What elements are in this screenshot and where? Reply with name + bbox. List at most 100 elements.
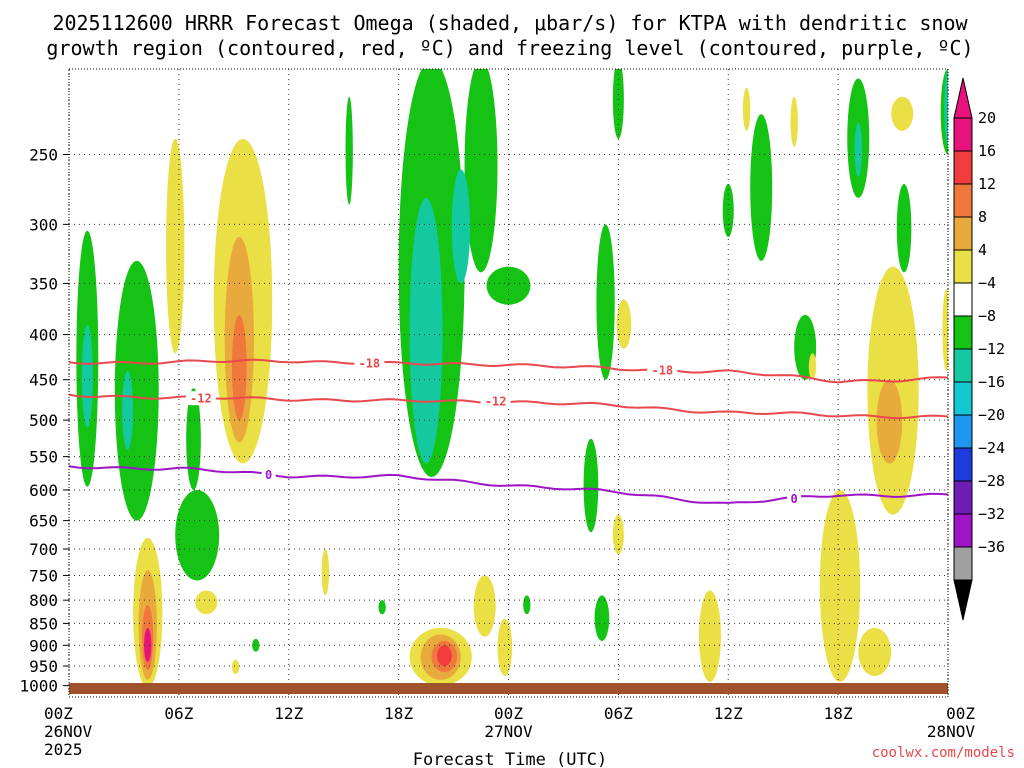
colorbar-label-9: −20: [978, 406, 1005, 424]
omega-region-30: [616, 299, 632, 349]
y-tick-850: 850: [29, 614, 58, 633]
omega-region-21: [166, 138, 185, 354]
y-tick-900: 900: [29, 636, 58, 655]
y-tick-300: 300: [29, 215, 58, 234]
colorbar-bin-3: [953, 216, 973, 251]
colorbar-label-3: 8: [978, 208, 987, 226]
y-axis-pressure: 250 300 350 400 450 500 550 600 650 700 750 800 850 9…: [19, 145, 69, 696]
colorbar-top-arrow: [953, 77, 973, 119]
y-tick-500: 500: [29, 411, 58, 430]
contour-label-zero-1: 0: [791, 492, 798, 506]
omega-region-54: [437, 645, 452, 667]
contour-minus18: [69, 358, 948, 384]
x-tick-6: 06Z: [164, 704, 193, 723]
omega-region-35: [808, 353, 817, 380]
colorbar-bin-8: [953, 381, 973, 416]
omega-region-2: [175, 489, 220, 581]
colorbar-bin-12: [953, 513, 973, 548]
x-tick-date-48: 28NOV: [927, 722, 976, 741]
colorbar-label-0: 20: [978, 109, 996, 127]
colorbar-label-6: −8: [978, 307, 996, 325]
y-tick-600: 600: [29, 481, 58, 500]
colorbar-label-1: 16: [978, 142, 996, 160]
x-tick-48: 00Z: [946, 704, 975, 723]
y-tick-550: 550: [29, 448, 58, 467]
colorbar-bin-5: [953, 282, 973, 317]
colorbar-legend: 20 16 12 8 4 −4 −8 −12 −16 −20 −24 −28 −32 −36: [953, 77, 1005, 621]
contour-label-minus12-0: -12: [190, 392, 212, 406]
x-tick-year-0: 2025: [44, 740, 83, 759]
omega-region-15: [896, 183, 912, 273]
colorbar-label-12: −32: [978, 505, 1005, 523]
colorbar-label-7: −12: [978, 340, 1005, 358]
omega-region-34: [790, 96, 798, 147]
colorbar-label-13: −36: [978, 538, 1005, 556]
omega-region-33: [742, 87, 751, 131]
colorbar-bin-1: [953, 150, 973, 185]
plot-background: [69, 69, 948, 697]
x-tick-36: 12Z: [714, 704, 743, 723]
omega-region-10: [612, 69, 624, 139]
x-tick-12: 12Z: [274, 704, 303, 723]
contour-label-bg-minus12-1: [480, 394, 511, 409]
omega-shading: [76, 69, 948, 688]
omega-region-45: [854, 122, 862, 177]
colorbar-label-4: 4: [978, 241, 987, 259]
omega-region-29: [497, 618, 513, 676]
contour-label-bg-zero-1: [787, 491, 802, 506]
colorbar-bin-9: [953, 414, 973, 449]
colorbar-label-8: −16: [978, 373, 1005, 391]
omega-region-50: [876, 379, 903, 464]
omega-region-39: [858, 627, 892, 676]
omega-region-12: [750, 114, 773, 261]
contour-label-bg-minus18-1: [647, 363, 678, 378]
ground-terrain: [69, 683, 948, 694]
colorbar-label-11: −28: [978, 472, 1005, 490]
omega-region-7: [486, 266, 531, 305]
omega-region-18: [523, 595, 531, 615]
colorbar-bin-0: [953, 117, 973, 152]
omega-region-42: [122, 371, 134, 450]
contour-label-bg-zero-0: [261, 467, 276, 482]
omega-region-4: [345, 96, 353, 205]
x-tick-42: 18Z: [824, 704, 853, 723]
omega-region-20: [252, 638, 260, 652]
y-tick-250: 250: [29, 145, 58, 164]
colorbar-bin-6: [953, 315, 973, 350]
colorbar-bin-13: [953, 546, 973, 581]
y-tick-700: 700: [29, 540, 58, 559]
plot-area: -18 -18 -12 -12 0 0: [68, 68, 949, 698]
y-tick-350: 350: [29, 274, 58, 293]
omega-region-36: [819, 489, 861, 682]
y-tick-1000: 1000: [19, 677, 58, 696]
x-axis-label: Forecast Time (UTC): [413, 750, 607, 768]
x-tick-0: 00Z: [44, 704, 73, 723]
y-tick-650: 650: [29, 512, 58, 531]
omega-region-8: [583, 438, 599, 533]
omega-region-40: [942, 288, 948, 372]
y-tick-950: 950: [29, 657, 58, 676]
colorbar-label-2: 12: [978, 175, 996, 193]
chart-title-line1: 2025112600 HRRR Forecast Omega (shaded, …: [52, 11, 968, 35]
omega-region-46: [944, 69, 948, 147]
omega-region-44: [451, 169, 471, 284]
chart-title-line2: growth region (contoured, red, ºC) and f…: [46, 36, 973, 60]
omega-region-19: [378, 600, 386, 615]
colorbar-bin-2: [953, 183, 973, 218]
colorbar-bottom-arrow: [953, 579, 973, 621]
omega-region-25: [231, 659, 240, 675]
omega-region-17: [594, 595, 610, 642]
omega-region-51: [231, 314, 247, 421]
x-tick-date-0: 26NOV: [44, 722, 93, 741]
omega-region-55: [144, 627, 152, 662]
contour-label-bg-minus12-0: [185, 391, 216, 406]
omega-region-1: [114, 260, 159, 521]
omega-region-32: [698, 590, 721, 682]
contour-label-minus12-1: -12: [485, 395, 507, 409]
contour-zero: [69, 465, 948, 504]
colorbar-label-10: −24: [978, 439, 1005, 457]
plot-frame: [68, 68, 949, 698]
omega-region-38: [891, 96, 914, 131]
